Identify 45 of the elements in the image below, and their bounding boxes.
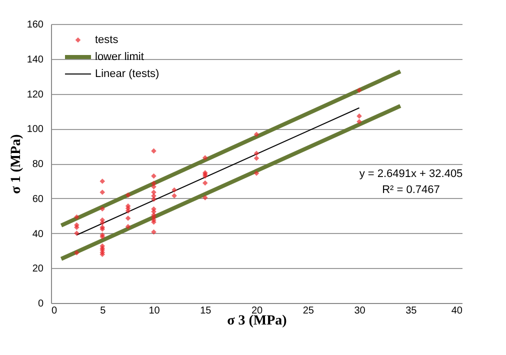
y-tick-label: 20 [32,264,44,275]
x-axis-title: σ 3 (MPa) [227,314,288,328]
point [100,220,106,226]
point [100,190,106,195]
point [254,132,260,138]
y-tick-label: 80 [32,159,44,170]
annotation: R² = 0.7467 [382,184,440,196]
x-tick-label: 35 [406,306,418,316]
y-tick-label: 60 [32,194,44,205]
point [125,224,131,230]
legend-label: lower limit [95,51,144,63]
y-tick-label: 40 [32,228,44,240]
point [100,178,106,184]
point [356,88,362,93]
annotation: y = 2.6491x + 32.405 [359,168,463,180]
x-tick-label: 30 [354,306,366,316]
point [356,119,362,124]
x-tick-label: 5 [100,306,106,316]
point [202,195,208,200]
x-tick-label: 25 [302,306,314,316]
point [151,190,156,195]
y-tick-label: 100 [26,124,44,136]
point [254,150,260,156]
point [125,192,131,198]
point [202,155,208,160]
point [74,230,80,236]
x-tick-label: 0 [52,306,58,316]
y-tick-label: 120 [26,89,44,100]
x-tick-label: 15 [200,306,212,316]
point [100,206,106,212]
x-tick-label: 10 [148,306,160,316]
point [125,208,131,214]
point [151,184,156,190]
legend-label: Linear (tests) [95,68,160,80]
point [202,180,208,186]
point [74,250,80,256]
point [74,224,80,230]
x-tick-label: 40 [451,306,463,316]
y-axis-title: σ 1 (MPa) [8,134,24,194]
y-tick-label: 160 [26,20,44,30]
point [172,193,177,198]
y-tick-label: 140 [26,54,44,66]
point [151,196,156,202]
y-tick-label: 0 [38,298,44,310]
legend-label: tests [95,34,119,46]
